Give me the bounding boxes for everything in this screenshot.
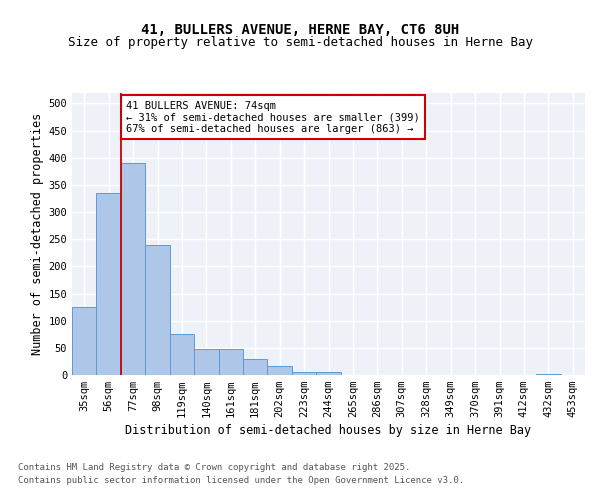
Bar bbox=[316, 372, 341, 375]
Bar bbox=[97, 193, 121, 375]
Text: Contains public sector information licensed under the Open Government Licence v3: Contains public sector information licen… bbox=[18, 476, 464, 485]
Bar bbox=[243, 358, 268, 375]
Y-axis label: Number of semi-detached properties: Number of semi-detached properties bbox=[31, 112, 44, 355]
Bar bbox=[292, 372, 316, 375]
Text: Size of property relative to semi-detached houses in Herne Bay: Size of property relative to semi-detach… bbox=[67, 36, 533, 49]
Bar bbox=[121, 163, 145, 375]
Bar bbox=[145, 244, 170, 375]
Bar bbox=[218, 350, 243, 375]
Bar bbox=[194, 349, 218, 375]
Bar bbox=[268, 366, 292, 375]
Bar bbox=[170, 334, 194, 375]
Bar bbox=[72, 307, 97, 375]
X-axis label: Distribution of semi-detached houses by size in Herne Bay: Distribution of semi-detached houses by … bbox=[125, 424, 532, 438]
Text: 41 BULLERS AVENUE: 74sqm
← 31% of semi-detached houses are smaller (399)
67% of : 41 BULLERS AVENUE: 74sqm ← 31% of semi-d… bbox=[126, 100, 419, 134]
Text: Contains HM Land Registry data © Crown copyright and database right 2025.: Contains HM Land Registry data © Crown c… bbox=[18, 464, 410, 472]
Bar bbox=[536, 374, 560, 375]
Text: 41, BULLERS AVENUE, HERNE BAY, CT6 8UH: 41, BULLERS AVENUE, HERNE BAY, CT6 8UH bbox=[141, 22, 459, 36]
